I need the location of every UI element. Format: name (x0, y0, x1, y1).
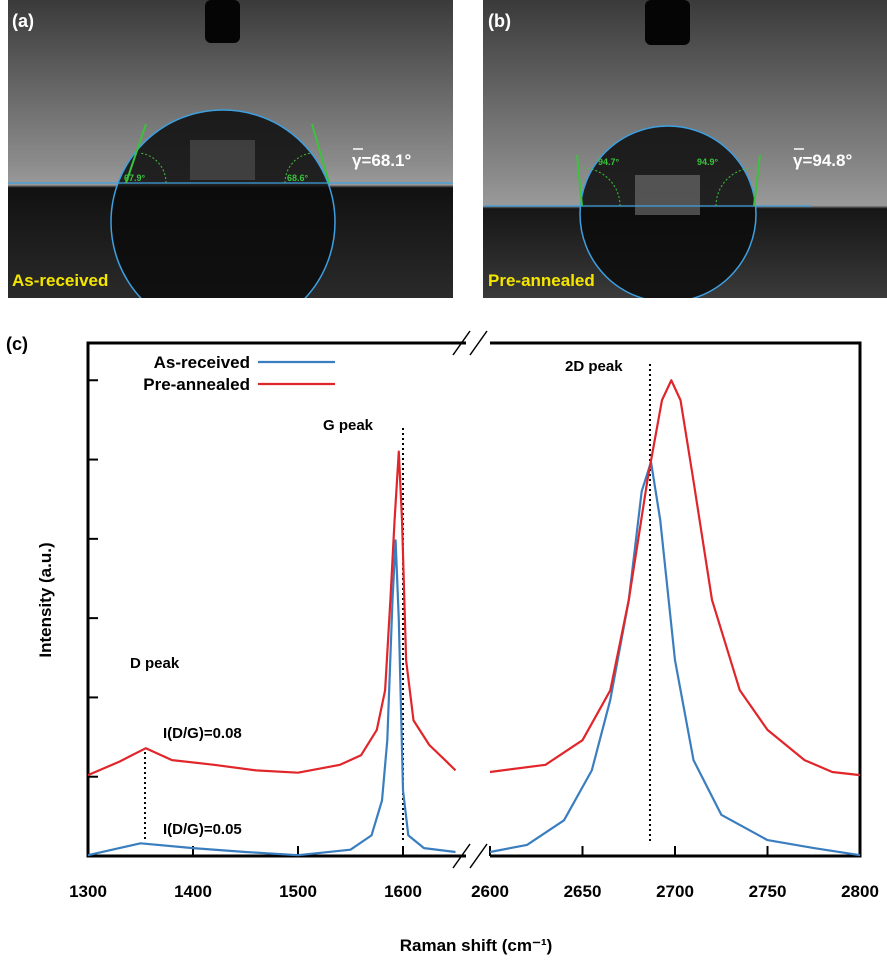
annotation: 2D peak (565, 358, 623, 375)
angle-label: 68.6° (287, 173, 309, 183)
series-line (87, 460, 861, 857)
mean-angle: γ=94.8° (793, 151, 852, 170)
photo-a: 67.9° 68.6° γ=68.1° As-received (a) (8, 0, 453, 298)
legend-label: As-received (154, 353, 250, 372)
panel-label: (b) (488, 11, 511, 31)
series-line (87, 379, 861, 777)
y-axis-title: Intensity (a.u.) (36, 542, 55, 657)
panel-label: (a) (12, 11, 34, 31)
angle-label: 94.7° (598, 157, 620, 167)
x-tick-label: 2700 (656, 882, 694, 901)
panel-label: (c) (6, 334, 28, 354)
x-tick-label: 2800 (841, 882, 879, 901)
mean-angle: γ=68.1° (352, 151, 411, 170)
axis-break (452, 330, 488, 869)
x-axis-title: Raman shift (cm⁻¹) (400, 936, 553, 955)
panel-caption: Pre-annealed (488, 271, 595, 290)
x-tick-label: 1500 (279, 882, 317, 901)
annotation: D peak (130, 655, 180, 672)
x-tick-label: 1300 (69, 882, 107, 901)
axes-frame (86, 341, 862, 858)
x-tick-label: 1400 (174, 882, 212, 901)
legend-label: Pre-annealed (143, 375, 250, 394)
photo-b: 94.7° 94.9° γ=94.8° Pre-annealed (b) (483, 0, 887, 298)
x-tick-label: 2600 (471, 882, 509, 901)
annotation: G peak (323, 417, 374, 434)
annotation: I(D/G)=0.05 (163, 821, 242, 838)
x-tick-label: 2750 (749, 882, 787, 901)
x-tick-label: 1600 (384, 882, 422, 901)
angle-label: 94.9° (697, 157, 719, 167)
x-tick-label: 2650 (564, 882, 602, 901)
panel-caption: As-received (12, 271, 108, 290)
angle-label: 67.9° (124, 173, 146, 183)
raman-chart: (c) D peak G peak 2D peak I(D/G)=0.08 I(… (6, 330, 879, 955)
annotation: I(D/G)=0.08 (163, 725, 242, 742)
